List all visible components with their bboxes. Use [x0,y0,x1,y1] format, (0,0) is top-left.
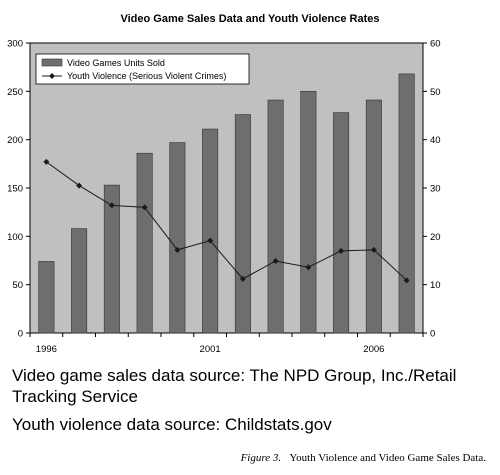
violence-point-2006 [370,246,377,253]
violence-point-2005 [338,247,345,254]
right-tick-label-20: 20 [430,232,441,243]
bar-2001 [202,128,219,334]
left-tick-label-250: 250 [7,87,23,98]
violence-point-1999 [141,204,148,211]
figure-caption-text: Youth Violence and Video Game Sales Data… [289,452,486,464]
left-tick-label-100: 100 [7,232,23,243]
bar-2005 [333,112,350,334]
violence-point-2001 [207,237,214,244]
left-tick-label-300: 300 [7,39,23,50]
legend-box [35,53,250,85]
violence-point-1997 [76,182,83,189]
left-tick-label-0: 0 [18,329,23,340]
violence-point-2003 [272,257,279,264]
violence-point-1998 [108,202,115,209]
x-tick-label-1996: 1996 [36,344,57,355]
x-tick-label-2006: 2006 [363,344,384,355]
bar-series [38,73,415,334]
left-tick-label-150: 150 [7,184,23,195]
violence-source-note: Youth violence data source: Childstats.g… [12,415,332,434]
line-series [43,158,410,284]
legend-bar-label: Video Games Units Sold [67,58,165,68]
violence-line [46,161,407,281]
bar-1996 [38,261,55,334]
bar-2004 [300,91,317,334]
legend-line-label: Youth Violence (Serious Violent Crimes) [67,71,226,81]
bar-2006 [365,99,382,334]
plot-area [29,42,424,334]
bar-1997 [71,228,88,334]
right-tick-label-10: 10 [430,280,441,291]
legend: Video Games Units Sold Youth Violence (S… [35,53,250,85]
x-tick-label-2001: 2001 [200,344,221,355]
right-tick-label-40: 40 [430,135,441,146]
legend-line-marker [49,73,55,79]
right-tick-label-30: 30 [430,184,441,195]
violence-point-2000 [174,246,181,253]
x-axis: 1996 2001 2006 [29,333,424,355]
left-tick-label-200: 200 [7,135,23,146]
left-axis: 0 50 100 150 200 250 300 [7,39,30,340]
violence-point-2007 [403,277,410,284]
chart-title: Video Game Sales Data and Youth Violence… [120,13,379,25]
bar-2000 [169,142,186,334]
bar-1999 [136,152,153,334]
bar-1998 [103,184,120,334]
legend-bar-swatch [41,58,63,67]
left-tick-label-50: 50 [12,280,23,291]
right-tick-label-50: 50 [430,87,441,98]
right-tick-label-60: 60 [430,39,441,50]
violence-point-1996 [43,158,50,165]
bar-2003 [267,99,284,334]
figure-label: Figure 3. [240,452,282,464]
bar-2002 [234,114,251,334]
bar-2007 [398,73,415,334]
violence-point-2002 [239,275,246,282]
violence-point-2004 [305,264,312,271]
right-axis: 0 10 20 30 40 50 60 [423,39,441,340]
figure-caption: Figure 3. Youth Violence and Video Game … [241,452,486,464]
sales-source-note: Video game sales data source: The NPD Gr… [12,366,457,406]
chart: Video Game Sales Data and Youth Violence… [7,13,441,355]
right-tick-label-0: 0 [430,329,435,340]
